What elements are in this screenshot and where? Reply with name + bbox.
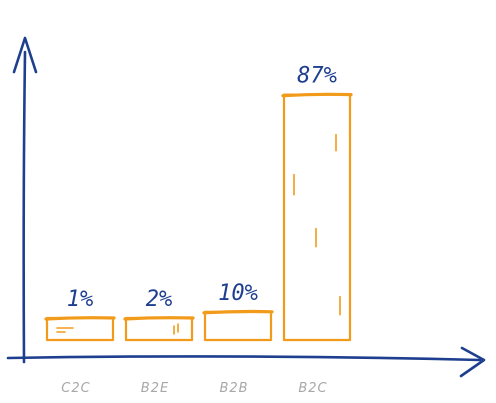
bar-rect-b2c <box>282 93 352 342</box>
value-label-b2c: 87% <box>297 64 337 89</box>
x-tick-label-c2c: C2C <box>61 381 90 396</box>
y-axis-line <box>22 50 27 364</box>
x-tick-label-b2c: B2C <box>298 381 327 396</box>
value-label-c2c: 1% <box>67 287 94 312</box>
bar-rect-b2b <box>203 310 273 342</box>
bar-rect-c2c <box>45 316 115 342</box>
x-axis-line <box>6 355 482 362</box>
x-axis <box>6 346 486 378</box>
bar-top-stroke-b2c <box>281 92 353 98</box>
bar-top-stroke-b2e <box>123 316 195 321</box>
x-tick-labels-group: C2C B2E B2B B2C <box>61 381 327 396</box>
bars-group <box>44 92 353 342</box>
value-label-b2b: 10% <box>218 281 258 306</box>
x-axis-arrowhead <box>459 346 486 378</box>
bar-b2e <box>123 316 195 342</box>
bar-b2b <box>202 309 274 342</box>
bar-c2c <box>44 316 116 342</box>
value-labels-group: 1% 2% 10% 87% <box>67 64 337 312</box>
bar-rect-b2e <box>124 316 194 342</box>
x-tick-label-b2e: B2E <box>141 381 169 396</box>
value-label-b2e: 2% <box>146 287 173 312</box>
bar-b2c <box>281 92 353 342</box>
y-axis <box>12 36 38 364</box>
bar-top-stroke-c2c <box>44 316 116 321</box>
y-axis-arrowhead <box>12 36 38 74</box>
bar-top-stroke-b2b <box>202 309 274 315</box>
x-tick-label-b2b: B2B <box>219 381 248 396</box>
